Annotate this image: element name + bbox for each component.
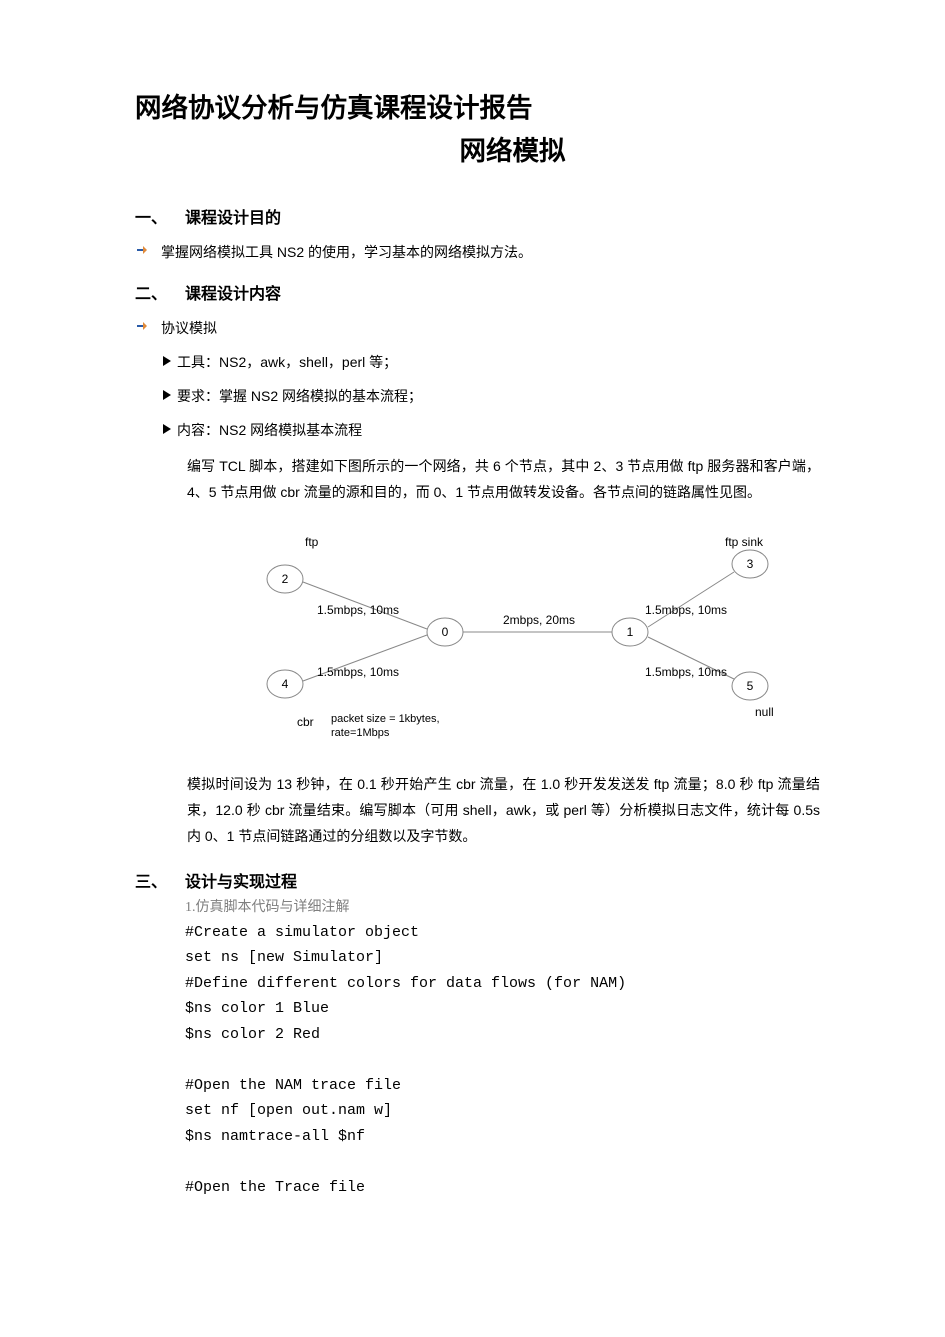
diagram-label: 1.5mbps, 10ms [317, 665, 399, 679]
section-1-title: 课程设计目的 [185, 210, 281, 227]
diagram-label: 2mbps, 20ms [503, 613, 575, 627]
section-2-title: 课程设计内容 [185, 286, 281, 303]
section-2-sub3: 内容：NS2 网络模拟基本流程 [163, 420, 820, 440]
diagram-node-label: 0 [442, 625, 449, 639]
section-2-sub3-text: 内容：NS2 网络模拟基本流程 [177, 420, 362, 440]
title-sub: 网络模拟 [205, 129, 820, 168]
diagram-label: ftp [305, 535, 319, 549]
diagram-node-label: 1 [627, 625, 634, 639]
diagram-node-label: 4 [282, 677, 289, 691]
diagram-node-label: 3 [747, 557, 754, 571]
diagram-edge [648, 572, 734, 627]
code-block: #Create a simulator object set ns [new S… [185, 920, 820, 1201]
section-2-heading: 二、 课程设计内容 [135, 280, 820, 304]
diagram-node-label: 5 [747, 679, 754, 693]
triangle-icon [163, 424, 171, 434]
section-2-para2: 模拟时间设为 13 秒钟，在 0.1 秒开始产生 cbr 流量，在 1.0 秒开… [187, 772, 820, 850]
section-1-num: 一、 [135, 204, 167, 228]
triangle-icon [163, 356, 171, 366]
diagram-label: 1.5mbps, 10ms [645, 603, 727, 617]
section-2-para1: 编写 TCL 脚本，搭建如下图所示的一个网络，共 6 个节点，其中 2、3 节点… [187, 454, 820, 506]
section-2-sub2: 要求：掌握 NS2 网络模拟的基本流程； [163, 386, 820, 406]
section-2-bullet-text: 协议模拟 [161, 318, 217, 338]
page: 网络协议分析与仿真课程设计报告 网络模拟 一、 课程设计目的 掌握网络模拟工具 N… [0, 0, 945, 1260]
title-main: 网络协议分析与仿真课程设计报告 [135, 90, 820, 127]
section-2-sub1: 工具：NS2，awk，shell，perl 等； [163, 352, 820, 372]
section-3-heading: 三、 设计与实现过程 [135, 868, 820, 892]
section-3-title: 设计与实现过程 [185, 874, 297, 891]
arrow-bullet-icon [135, 320, 147, 332]
section-3-num: 三、 [135, 868, 167, 892]
triangle-icon [163, 390, 171, 400]
section-3-subheading: 1.仿真脚本代码与详细注解 [185, 896, 820, 916]
section-1-bullet-text: 掌握网络模拟工具 NS2 的使用，学习基本的网络模拟方法。 [161, 242, 532, 262]
arrow-bullet-icon [135, 244, 147, 256]
diagram-label: null [755, 705, 774, 719]
section-2-bullet: 协议模拟 [135, 318, 820, 338]
section-2-sub2-text: 要求：掌握 NS2 网络模拟的基本流程； [177, 386, 422, 406]
diagram-small-label: packet size = 1kbytes, [331, 713, 440, 725]
diagram-small-label: rate=1Mbps [331, 727, 390, 739]
section-2-sub1-text: 工具：NS2，awk，shell，perl 等； [177, 352, 397, 372]
diagram-node-label: 2 [282, 572, 289, 586]
section-1-bullet: 掌握网络模拟工具 NS2 的使用，学习基本的网络模拟方法。 [135, 242, 820, 262]
diagram-label: 1.5mbps, 10ms [317, 603, 399, 617]
section-1-heading: 一、 课程设计目的 [135, 204, 820, 228]
section-2-num: 二、 [135, 280, 167, 304]
diagram-label: 1.5mbps, 10ms [645, 665, 727, 679]
diagram-label: cbr [297, 715, 314, 729]
diagram-label: ftp sink [725, 535, 764, 549]
network-diagram: 2 4 0 1 3 5 ftp ftp sink 1.5mbps, 10ms 1.5mbps, 1… [235, 524, 820, 754]
